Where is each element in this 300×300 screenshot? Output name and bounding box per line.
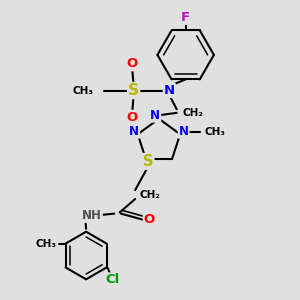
Text: O: O: [127, 111, 138, 124]
Text: CH₃: CH₃: [205, 127, 226, 137]
Text: S: S: [128, 83, 139, 98]
Text: S: S: [143, 154, 153, 169]
Text: N: N: [179, 125, 189, 138]
Text: F: F: [181, 11, 190, 24]
Text: N: N: [129, 125, 139, 138]
Text: O: O: [144, 213, 155, 226]
Text: CH₂: CH₂: [140, 190, 161, 200]
Text: Cl: Cl: [105, 273, 119, 286]
Text: O: O: [127, 57, 138, 70]
Text: CH₂: CH₂: [182, 108, 203, 118]
Text: N: N: [164, 84, 175, 97]
Text: NH: NH: [82, 209, 102, 222]
Text: CH₃: CH₃: [73, 85, 94, 96]
Text: N: N: [150, 109, 160, 122]
Text: CH₃: CH₃: [36, 238, 57, 249]
